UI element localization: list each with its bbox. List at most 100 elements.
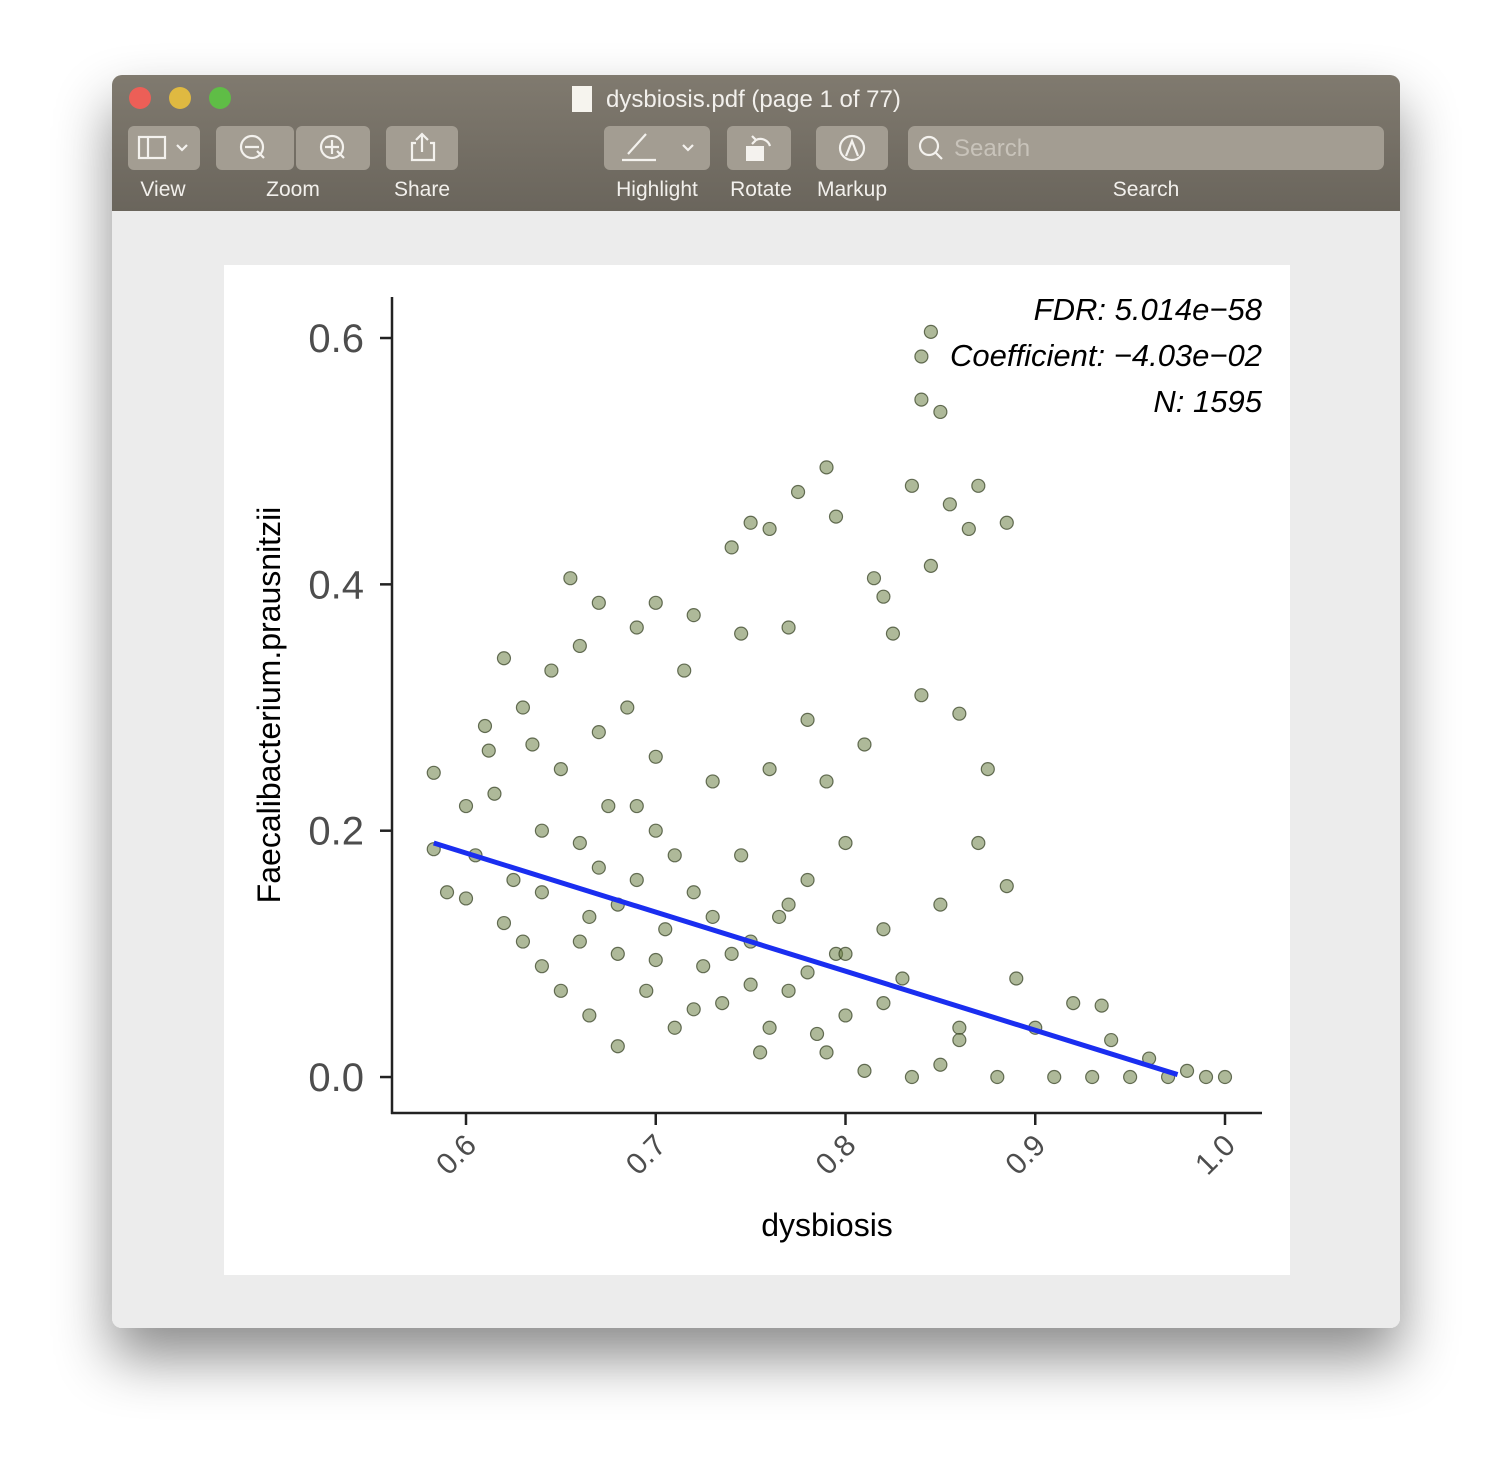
- icon: [319, 134, 345, 160]
- fit-line: [433, 840, 1179, 1077]
- y-axis-title: Faecalibacterium.prausnitzii: [251, 507, 287, 904]
- toolbar-label: View: [140, 178, 186, 201]
- icon: [239, 134, 265, 160]
- point: [838, 1008, 853, 1023]
- point: [677, 663, 692, 678]
- point: [828, 509, 844, 524]
- point: [534, 959, 550, 974]
- point: [1009, 971, 1024, 986]
- point: [734, 848, 749, 863]
- point: [610, 946, 625, 961]
- point: [762, 1020, 777, 1035]
- point: [781, 983, 796, 998]
- point: [952, 1032, 967, 1048]
- icon: [622, 133, 656, 162]
- point: [426, 765, 441, 780]
- toolbar-label: Share: [394, 178, 450, 201]
- icon: [838, 134, 866, 162]
- point: [762, 762, 777, 777]
- point: [496, 651, 512, 666]
- icon: [844, 138, 860, 157]
- point: [458, 798, 474, 814]
- point: [487, 786, 502, 801]
- icon: [146, 137, 188, 158]
- point: [648, 823, 663, 838]
- point: [1104, 1032, 1119, 1048]
- point: [800, 712, 815, 727]
- icon: [682, 144, 694, 152]
- point: [914, 349, 929, 364]
- point: [686, 608, 701, 623]
- x-axis-title: dysbiosis: [761, 1207, 893, 1243]
- markup-button[interactable]: [816, 126, 888, 170]
- point: [696, 959, 711, 974]
- point: [534, 823, 550, 838]
- point: [734, 626, 749, 641]
- doc-icon: [572, 86, 592, 112]
- close-button[interactable]: [129, 87, 151, 109]
- point: [667, 1020, 682, 1035]
- point: [629, 620, 644, 635]
- point: [1066, 996, 1081, 1011]
- point: [933, 1057, 948, 1072]
- point: [572, 934, 587, 949]
- point: [952, 706, 967, 721]
- point: [724, 946, 739, 961]
- point: [591, 860, 606, 875]
- point: [914, 392, 929, 407]
- point: [1179, 1063, 1195, 1078]
- point: [481, 743, 496, 758]
- point: [980, 762, 995, 777]
- point: [743, 977, 758, 992]
- point: [629, 798, 644, 814]
- annotation: FDR: 5.014e−58: [1034, 292, 1263, 327]
- point: [525, 737, 540, 752]
- icon: [918, 135, 940, 157]
- pdf-page: [224, 265, 1290, 1275]
- icon: [137, 135, 167, 160]
- point: [876, 922, 891, 937]
- y-tick-label: 0.0: [308, 1056, 364, 1100]
- point: [838, 835, 853, 851]
- point: [582, 909, 597, 925]
- point: [553, 983, 568, 998]
- point: [743, 515, 758, 530]
- point: [838, 946, 853, 961]
- toolbar-label: Rotate: [730, 178, 792, 201]
- point: [933, 897, 948, 912]
- point: [1198, 1069, 1214, 1085]
- point: [544, 663, 559, 678]
- point: [914, 688, 929, 703]
- point: [895, 971, 910, 986]
- point: [904, 1069, 920, 1085]
- point: [762, 521, 777, 537]
- point: [648, 749, 663, 764]
- zoom-button[interactable]: [209, 87, 231, 109]
- point: [857, 1063, 872, 1078]
- point: [781, 897, 796, 912]
- point: [658, 922, 673, 937]
- highlight-button[interactable]: [604, 126, 710, 170]
- point: [885, 626, 901, 641]
- point: [601, 798, 616, 814]
- point: [1047, 1069, 1062, 1085]
- point: [534, 885, 550, 900]
- point: [572, 835, 587, 851]
- point: [876, 996, 891, 1011]
- point: [610, 1039, 625, 1054]
- minimize-button[interactable]: [169, 87, 191, 109]
- search-field[interactable]: [908, 126, 1384, 170]
- point: [1123, 1069, 1138, 1085]
- point: [458, 891, 474, 906]
- point: [819, 774, 834, 789]
- point: [667, 848, 682, 863]
- icon: [934, 151, 943, 160]
- point: [648, 952, 663, 968]
- point: [515, 700, 531, 715]
- y-tick-label: 0.2: [308, 810, 364, 854]
- y-tick-label: 0.6: [308, 317, 364, 361]
- point: [705, 909, 720, 925]
- icon: [746, 146, 764, 161]
- point: [971, 835, 986, 851]
